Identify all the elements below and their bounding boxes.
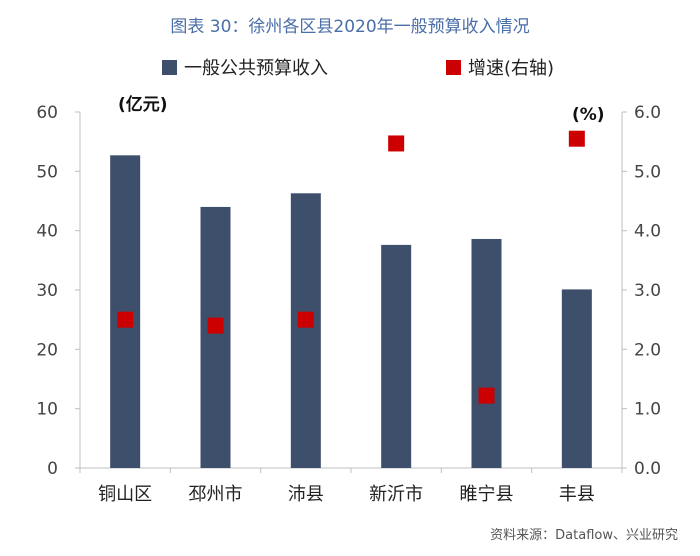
legend: 一般公共预算收入 增速(右轴) [162, 58, 554, 79]
category-label: 丰县 [559, 484, 595, 505]
legend-label-marker: 增速(右轴) [468, 58, 554, 79]
legend-swatch-marker [446, 60, 461, 75]
right-axis-unit: (%) [572, 105, 605, 125]
chart-title: 图表 30：徐州各区县2020年一般预算收入情况 [170, 17, 530, 37]
left-tick-label: 30 [36, 281, 58, 301]
bar [110, 155, 141, 468]
category-label: 铜山区 [98, 484, 152, 505]
right-tick-label: 2.0 [634, 340, 661, 360]
left-tick-label: 40 [36, 222, 58, 242]
category-label: 睢宁县 [460, 484, 514, 505]
bar [290, 193, 321, 468]
left-axis-unit: (亿元) [118, 94, 168, 115]
right-tick-label: 6.0 [634, 103, 661, 123]
left-tick-label: 50 [36, 162, 58, 182]
bar-series [110, 155, 592, 468]
right-tick-label: 1.0 [634, 400, 661, 420]
bar [471, 238, 502, 468]
left-tick-label: 60 [36, 103, 58, 123]
bar [561, 289, 592, 468]
right-tick-label: 0.0 [634, 459, 661, 479]
bar [200, 206, 231, 468]
category-label: 新沂市 [369, 484, 423, 505]
chart-axes: 0 10 20 30 40 50 60 0.0 1.0 2.0 3.0 4.0 5.0 6.0 (亿元) (%… [36, 94, 661, 505]
growth-marker [207, 317, 224, 334]
growth-marker [388, 135, 405, 152]
left-tick-label: 0 [47, 459, 58, 479]
bar [381, 244, 412, 468]
marker-series [117, 130, 585, 404]
growth-marker [297, 311, 314, 328]
category-label: 邳州市 [189, 484, 243, 505]
growth-marker [568, 130, 585, 147]
right-tick-label: 5.0 [634, 162, 661, 182]
left-tick-label: 20 [36, 340, 58, 360]
growth-marker [478, 387, 495, 404]
legend-label-bar: 一般公共预算收入 [184, 58, 328, 79]
left-tick-label: 10 [36, 400, 58, 420]
category-label: 沛县 [288, 484, 324, 505]
right-tick-label: 3.0 [634, 281, 661, 301]
growth-marker [117, 311, 134, 328]
legend-swatch-bar [162, 60, 177, 75]
right-tick-label: 4.0 [634, 222, 661, 242]
source-note: 资料来源：Dataflow、兴业研究 [490, 528, 678, 543]
